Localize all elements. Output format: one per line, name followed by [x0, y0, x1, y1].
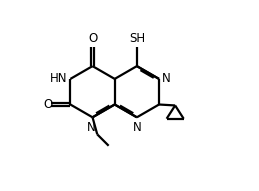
Text: HN: HN — [49, 72, 67, 85]
Text: N: N — [133, 121, 141, 134]
Text: O: O — [88, 32, 97, 45]
Text: N: N — [87, 121, 96, 134]
Text: SH: SH — [129, 32, 145, 45]
Text: N: N — [162, 72, 170, 85]
Text: O: O — [43, 98, 53, 111]
